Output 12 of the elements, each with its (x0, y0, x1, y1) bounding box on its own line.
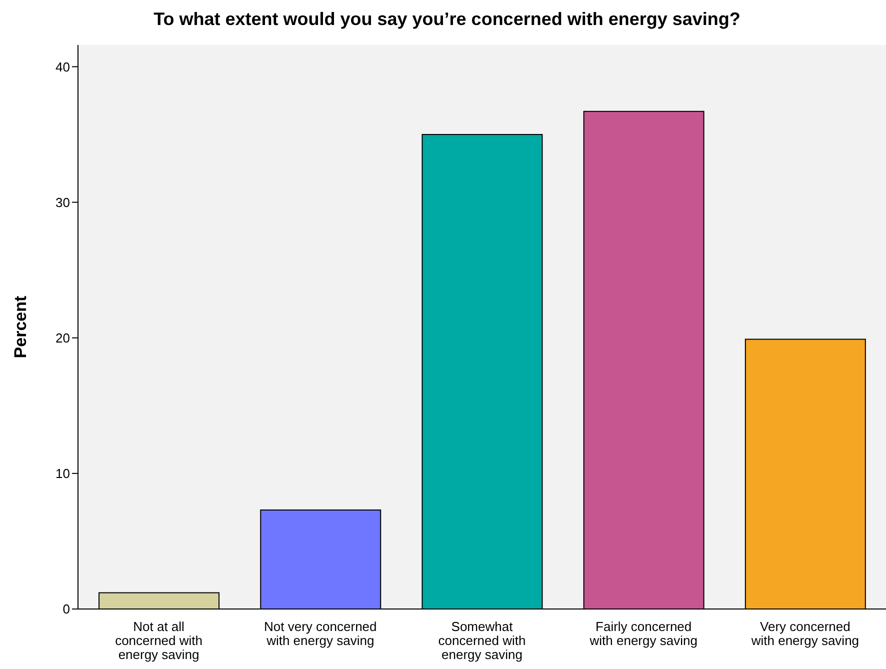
y-tick-label: 0 (62, 602, 70, 617)
chart-title: To what extent would you say you’re concerned with energy saving? (152, 8, 742, 31)
y-tick-label: 30 (56, 194, 70, 210)
x-tick-label: Not at all concerned with energy saving (115, 619, 203, 662)
y-tick-label: 20 (56, 330, 70, 346)
x-tick-label: Very concerned with energy saving (750, 619, 860, 648)
y-tick-label: 10 (56, 466, 70, 482)
x-tick-label: Fairly concerned with energy saving (588, 619, 698, 648)
y-tick-label: 40 (56, 59, 70, 74)
x-tick-label: Not very concerned with energy saving (264, 619, 377, 648)
y-axis-title: Percent (11, 295, 30, 358)
x-tick-label: Somewhat concerned with energy saving (438, 619, 526, 662)
